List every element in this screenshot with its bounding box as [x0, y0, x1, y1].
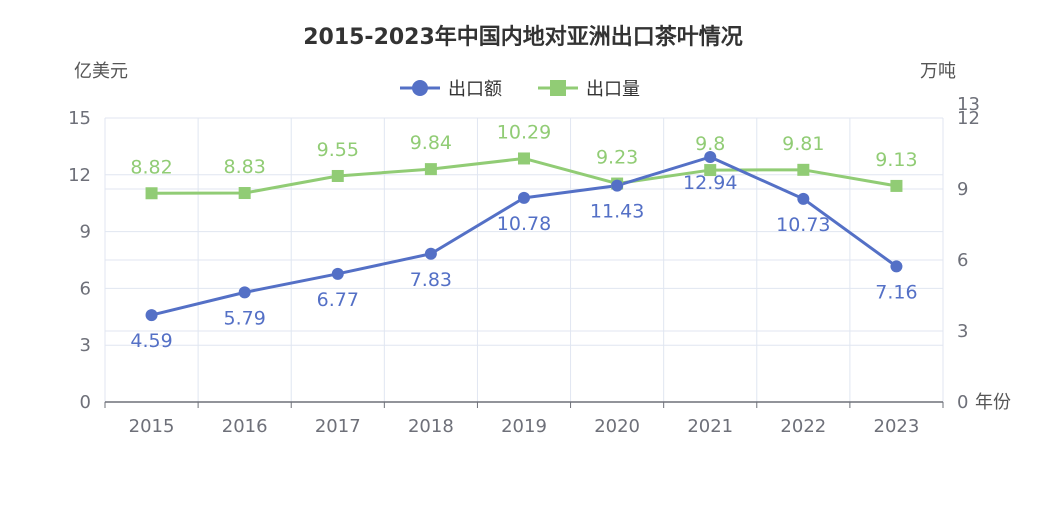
point-export-value[interactable] [890, 260, 903, 273]
point-export-value[interactable] [424, 247, 437, 260]
y-right-tick-label: 12 [957, 108, 980, 129]
data-label-export-value: 10.73 [776, 214, 830, 236]
legend: 出口额 出口量 [400, 79, 640, 100]
y-right-tick-label: 3 [957, 321, 968, 342]
legend-label-export-volume: 出口量 [586, 79, 640, 100]
legend-item-export-volume[interactable]: 出口量 [538, 79, 640, 100]
point-export-value[interactable] [611, 179, 624, 192]
y-right-tick-label: 9 [957, 179, 968, 200]
data-label-export-volume: 9.8 [695, 133, 725, 155]
point-export-volume[interactable] [424, 163, 437, 176]
chart-title: 2015-2023年中国内地对亚洲出口茶叶情况 [303, 24, 743, 50]
y-left-tick-label: 0 [80, 392, 91, 413]
point-export-value[interactable] [145, 309, 158, 322]
point-export-value[interactable] [797, 192, 810, 205]
x-tick-label: 2019 [501, 416, 547, 437]
x-tick-label: 2018 [408, 416, 454, 437]
x-tick-label: 2015 [129, 416, 175, 437]
x-tick-label: 2016 [222, 416, 268, 437]
y-left-tick-label: 15 [68, 108, 91, 129]
legend-marker-export-volume [550, 80, 566, 96]
data-label-export-value: 12.94 [683, 172, 737, 194]
y-left-tick-label: 6 [80, 278, 91, 299]
x-tick-label: 2021 [687, 416, 733, 437]
data-label-export-value: 10.78 [497, 213, 551, 235]
data-label-export-volume: 9.55 [317, 139, 359, 161]
x-axis-name: 年份 [975, 392, 1011, 413]
point-export-value[interactable] [238, 286, 251, 299]
y-left-tick-label: 3 [80, 335, 91, 356]
data-label-export-volume: 10.29 [497, 121, 551, 143]
point-export-volume[interactable] [704, 164, 717, 177]
point-export-value[interactable] [331, 267, 344, 280]
data-label-export-value: 6.77 [317, 289, 359, 311]
x-tick-label: 2023 [874, 416, 920, 437]
y-right-axis-name: 万吨 [920, 61, 956, 82]
y-left-axis-name: 亿美元 [74, 61, 128, 82]
y-left-tick-label: 12 [68, 165, 91, 186]
point-export-value[interactable] [704, 151, 717, 164]
label-layer: 8.82 8.83 9.55 9.84 10.29 9.23 9.8 9.81 9.13 4.59… [130, 121, 917, 352]
grid-layer [104, 117, 944, 402]
data-label-export-volume: 9.13 [875, 149, 917, 171]
data-label-export-value: 7.16 [875, 281, 917, 303]
y-left-tick-label: 9 [80, 222, 91, 243]
point-export-volume[interactable] [145, 187, 158, 200]
data-label-export-value: 7.83 [410, 269, 452, 291]
point-export-volume[interactable] [238, 187, 251, 200]
point-export-volume[interactable] [518, 152, 530, 165]
point-export-volume[interactable] [890, 179, 903, 192]
data-label-export-volume: 9.81 [782, 133, 824, 155]
legend-marker-export-value [412, 80, 428, 96]
data-label-export-volume: 8.83 [224, 156, 266, 178]
y-right-tick-label-extra: 13 [957, 94, 980, 115]
point-export-volume[interactable] [797, 163, 810, 176]
data-label-export-volume: 9.23 [596, 147, 638, 169]
point-export-value[interactable] [518, 191, 530, 204]
data-label-export-value: 5.79 [224, 307, 266, 329]
data-label-export-volume: 8.82 [130, 156, 172, 178]
y-right-tick-label: 0 [957, 392, 968, 413]
series-layer [145, 151, 903, 322]
point-export-volume[interactable] [331, 169, 344, 182]
series-line-export-value [151, 155, 898, 317]
x-tick-label: 2022 [780, 416, 826, 437]
data-label-export-value: 11.43 [590, 201, 644, 223]
y-right-tick-label: 6 [957, 250, 968, 271]
data-label-export-volume: 9.84 [410, 132, 452, 154]
legend-item-export-value[interactable]: 出口额 [400, 79, 502, 100]
x-tick-label: 2017 [315, 416, 361, 437]
x-tick-label: 2020 [594, 416, 640, 437]
legend-label-export-value: 出口额 [448, 79, 502, 100]
data-label-export-value: 4.59 [130, 330, 172, 352]
